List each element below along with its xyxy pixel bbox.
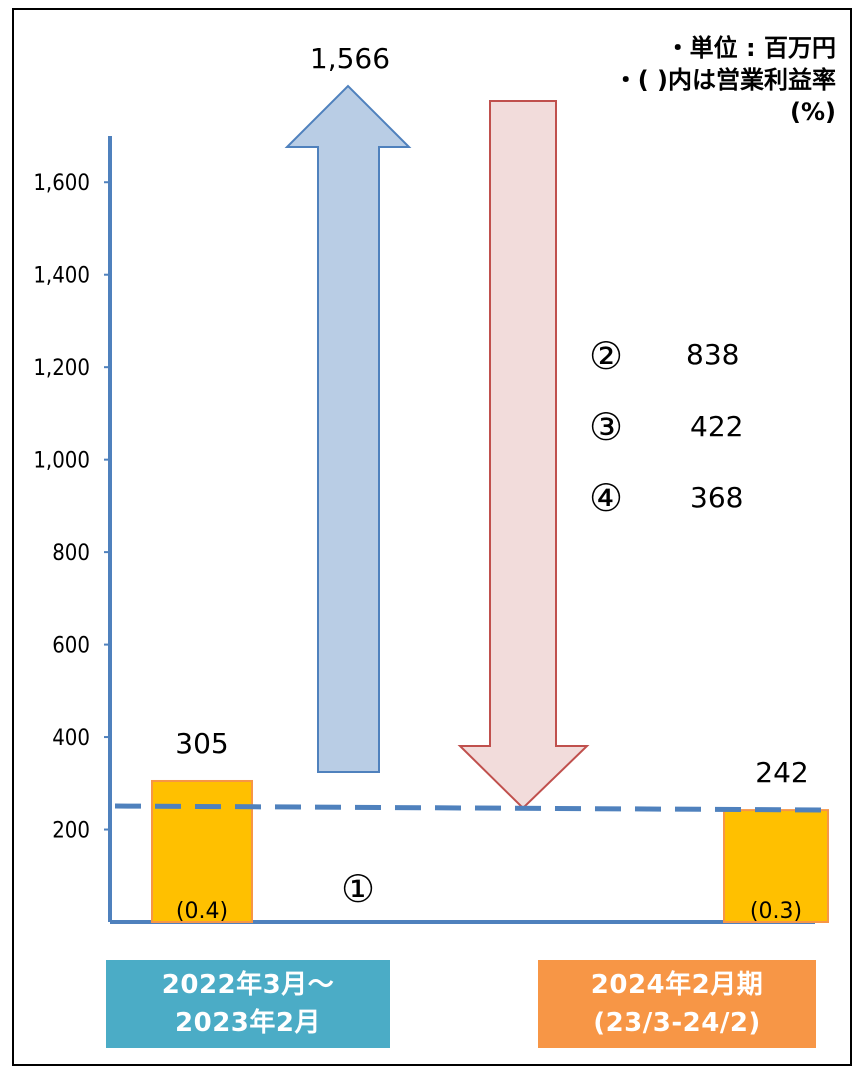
marker-1: ① — [341, 867, 375, 911]
y-tick-label: 1,000 — [33, 449, 90, 474]
category-right-line1: 2024年2月期 — [590, 970, 764, 1000]
y-tick-label: 1,600 — [33, 171, 90, 196]
bar-value-label-305: 305 — [175, 727, 228, 760]
y-tick-label: 1,400 — [33, 264, 90, 289]
y-tick-label: 800 — [52, 541, 90, 566]
bar-2024-2 — [723, 809, 829, 924]
y-axis-ticks: 200 400 600 800 1,000 1,200 1,400 1,600 — [33, 171, 110, 844]
increase-arrow — [284, 84, 412, 773]
factor-marker-2: ② — [589, 334, 623, 378]
y-tick-label: 200 — [52, 819, 90, 844]
decrease-arrow — [457, 100, 590, 810]
increase-value-label: 1,566 — [310, 42, 390, 75]
y-tick-label: 400 — [52, 726, 90, 751]
category-left-line2: 2023年2月 — [175, 1008, 321, 1038]
factor-value-422: 422 — [690, 410, 743, 443]
category-label-left: 2022年3月～ 2023年2月 — [106, 960, 390, 1048]
category-left-line1: 2022年3月～ — [161, 970, 335, 1000]
bar-value-label-242: 242 — [755, 756, 808, 789]
category-right-line2: (23/3-24/2) — [593, 1008, 761, 1038]
margin-label-1: (0.3) — [750, 899, 802, 924]
factor-value-368: 368 — [690, 481, 743, 514]
unit-note-line1: ・単位 : 百万円 — [665, 34, 836, 62]
factor-marker-3: ③ — [589, 405, 623, 449]
unit-note-line3: (%) — [790, 98, 836, 126]
y-tick-label: 600 — [52, 634, 90, 659]
unit-note-line2: ・( )内は営業利益率 — [613, 66, 836, 94]
y-tick-label: 1,200 — [33, 356, 90, 381]
unit-note: ・単位 : 百万円 ・( )内は営業利益率 (%) — [614, 32, 836, 128]
margin-label-0: (0.4) — [176, 899, 228, 924]
factor-value-838: 838 — [686, 338, 739, 371]
category-label-right: 2024年2月期 (23/3-24/2) — [538, 960, 816, 1048]
factor-marker-4: ④ — [589, 476, 623, 520]
